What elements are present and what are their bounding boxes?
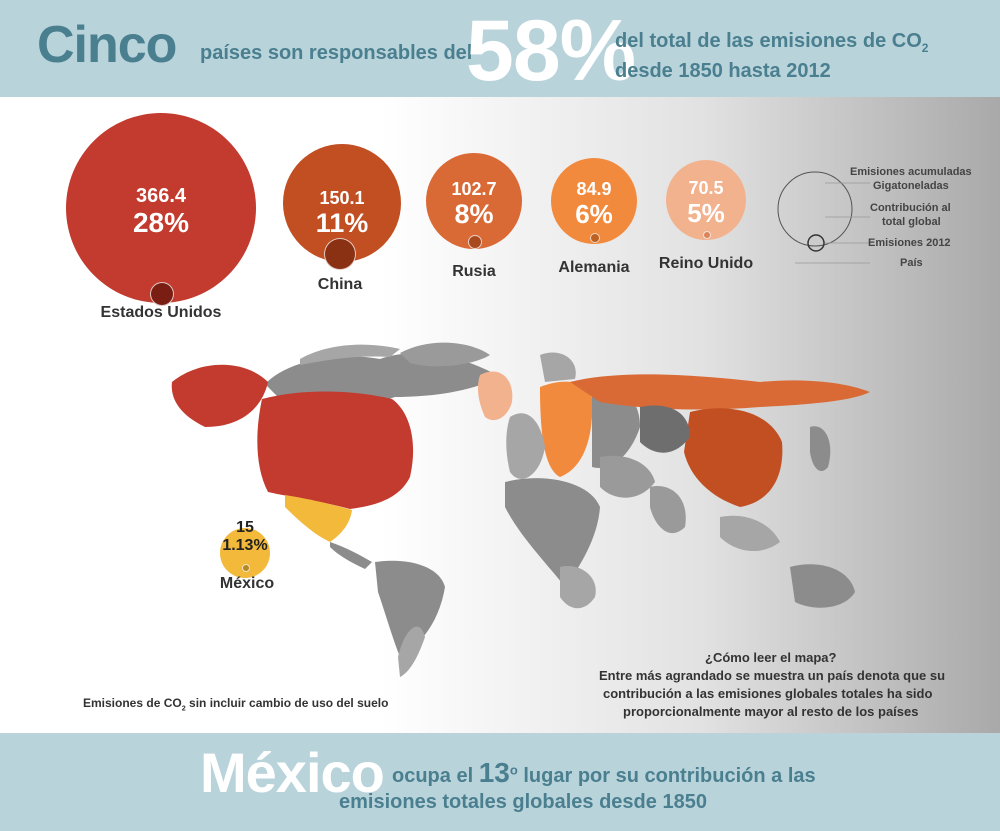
how-to-read-line2: contribución a las emisiones globales to… [603, 686, 933, 701]
map-japan [810, 426, 831, 472]
legend-inner-circle [807, 234, 825, 252]
bubble-2012-emissions [468, 235, 482, 249]
header-right-line2: desde 1850 hasta 2012 [615, 60, 831, 82]
footer-text1: ocupa el [392, 765, 474, 787]
map-southeast-asia [720, 515, 780, 552]
bubble-2012-emissions [590, 233, 600, 243]
header-right-line1: del total de las emisiones de CO2 [615, 30, 928, 56]
header-banner: Cinco países son responsables del 58% de… [0, 0, 1000, 97]
bubble-share: 1.13% [222, 537, 268, 554]
country-label: Alemania [558, 259, 630, 276]
legend-line1: Emisiones acumuladas [850, 166, 972, 178]
map-australia [790, 564, 855, 608]
legend-outer-circle [777, 171, 853, 247]
cartogram-area: 366.4 28% Estados Unidos 150.1 11% China 102.7… [0, 97, 1000, 733]
map-china [684, 408, 783, 507]
bubble-share: 5% [687, 198, 725, 228]
bubble-alemania: 84.9 6% [551, 158, 637, 244]
footer-rank-sup: o [509, 762, 518, 778]
bubble-china: 150.1 11% [283, 144, 401, 270]
map-note-rest: sin incluir cambio de uso del suelo [185, 696, 389, 710]
header-right-text: del total de las emisiones de CO [615, 30, 922, 52]
footer-line2: emisiones totales globales desde 1850 [339, 791, 707, 813]
footer-rank: 13 [478, 757, 510, 788]
legend-line3: Contribución al [870, 202, 951, 214]
country-label: México [219, 575, 275, 592]
bubble-value: 15 [236, 519, 254, 536]
bubble-rusia: 102.7 8% [426, 153, 522, 249]
map-uk [477, 371, 513, 421]
bubble-estados-unidos: 366.4 28% [66, 113, 256, 306]
bubble-reino-unido: 70.5 5% [666, 160, 746, 240]
bubble-share: 11% [315, 208, 369, 238]
map-note: Emisiones de CO2 sin incluir cambio de u… [83, 696, 388, 712]
map-note-sub: 2 [181, 703, 186, 713]
map-alaska [171, 364, 268, 427]
map-note-text: Emisiones de CO [83, 696, 182, 710]
header-lead-word: Cinco [37, 16, 177, 74]
bubble-2012-emissions [324, 238, 356, 270]
footer-banner: México ocupa el 13o lugar por su contrib… [0, 733, 1000, 831]
header-mid-text: países son responsables del [200, 42, 473, 64]
country-label: Reino Unido [658, 255, 754, 272]
legend-line4: total global [882, 216, 941, 228]
map-south-america [375, 560, 445, 657]
how-to-read-title: ¿Cómo leer el mapa? [705, 650, 837, 665]
bubble-value: 102.7 [451, 179, 497, 199]
country-label: Estados Unidos [100, 304, 222, 321]
bubble-share: 28% [132, 207, 190, 238]
bubble-value: 366.4 [135, 185, 187, 207]
map-south-cone [398, 626, 425, 677]
footer-line1: ocupa el 13o lugar por su contribución a… [392, 757, 816, 789]
map-germany [540, 381, 594, 477]
map-usa [257, 391, 414, 509]
legend-line5: Emisiones 2012 [868, 237, 951, 249]
bubble-2012-emissions [242, 564, 250, 572]
how-to-read-line3: proporcionalmente mayor al resto de los … [623, 704, 919, 719]
how-to-read-line1: Entre más agrandado se muestra un país d… [599, 668, 946, 683]
map-mexico [285, 495, 352, 542]
legend-diagram [777, 171, 870, 264]
map-western-europe [506, 413, 545, 479]
legend-line6: País [900, 257, 923, 269]
map-middle-east [600, 455, 655, 498]
map-central-asia [640, 405, 690, 453]
map-africa [505, 478, 600, 587]
bubble-share: 6% [575, 199, 613, 229]
map-russia [570, 374, 870, 410]
map-scandinavia [540, 352, 576, 382]
world-cartogram-map [171, 342, 870, 677]
bubble-value: 84.9 [576, 179, 612, 199]
bubble-mexico: 15 1.13% [220, 519, 270, 578]
country-label: China [317, 276, 363, 293]
map-greenland [400, 342, 490, 367]
map-south-africa [560, 566, 596, 609]
map-central-america [330, 542, 372, 569]
footer-text2: lugar por su contribución a las [523, 765, 816, 787]
footer-lead-word: México [200, 741, 385, 804]
legend-line2: Gigatoneladas [873, 180, 949, 192]
bubble-2012-emissions [150, 282, 174, 306]
map-eastern-europe [592, 386, 640, 468]
map-arctic-islands [300, 344, 400, 365]
bubble-value: 70.5 [688, 178, 724, 198]
header-co2-sub: 2 [921, 41, 929, 55]
bubble-share: 8% [454, 199, 494, 229]
country-label: Rusia [452, 263, 496, 280]
bubble-value: 150.1 [319, 188, 365, 208]
header-big-percent: 58% [466, 3, 636, 99]
bubble-2012-emissions [703, 231, 711, 239]
map-india [650, 486, 686, 534]
